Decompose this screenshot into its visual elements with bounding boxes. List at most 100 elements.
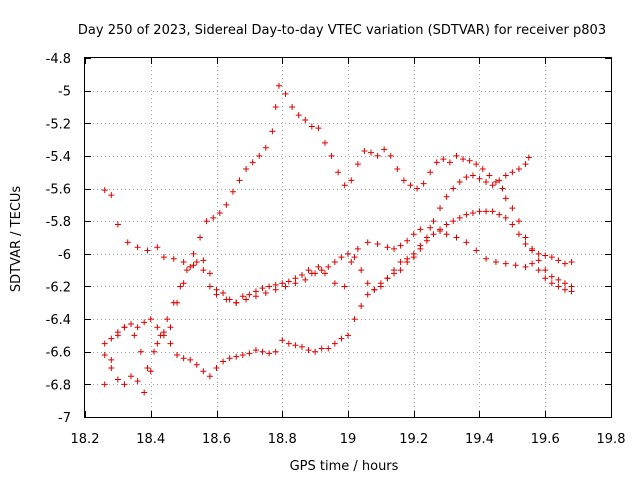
data-point [374, 241, 381, 248]
data-point [124, 239, 131, 246]
data-point [502, 214, 509, 221]
data-point [187, 263, 194, 270]
data-point [351, 254, 358, 261]
data-point [377, 283, 384, 290]
data-point [259, 348, 266, 355]
data-point [364, 239, 371, 246]
y-tick-label: -6.4 [46, 313, 71, 328]
data-point [216, 210, 223, 217]
data-point [335, 169, 342, 176]
data-point [489, 208, 496, 215]
data-point [384, 244, 391, 251]
data-point [535, 267, 542, 274]
data-point [114, 329, 121, 336]
data-point [489, 182, 496, 189]
data-point [243, 165, 250, 172]
data-point [387, 152, 394, 159]
data-point [213, 365, 220, 372]
x-tick-label: 18.6 [202, 432, 231, 447]
data-point [331, 340, 338, 347]
data-point [321, 270, 328, 277]
data-point [154, 244, 161, 251]
data-point [384, 275, 391, 282]
y-axis-label: SDTVAR / TECUs [9, 186, 24, 293]
data-point [420, 180, 427, 187]
y-tick-label: -5 [58, 85, 71, 100]
data-point [345, 250, 351, 257]
data-point [183, 267, 190, 274]
data-point [463, 239, 470, 246]
data-point [259, 285, 266, 292]
data-point [137, 348, 144, 355]
data-point [446, 159, 453, 166]
data-point [206, 283, 213, 290]
data-point [141, 319, 148, 326]
data-point [542, 275, 549, 282]
data-point [469, 210, 476, 217]
data-point [515, 165, 522, 172]
data-point [180, 355, 187, 362]
data-point [236, 177, 243, 184]
data-point [397, 242, 404, 249]
data-point [496, 177, 503, 184]
data-point [535, 257, 542, 264]
x-axis-tick-labels: 18.2 18.4 18.6 18.8 19 19.2 19.4 19.6 19.8 [71, 432, 626, 447]
data-point [147, 316, 154, 323]
data-point [509, 221, 516, 228]
data-point [229, 188, 236, 195]
data-point [151, 348, 158, 355]
data-point [266, 350, 273, 357]
series-track-4 [101, 154, 532, 347]
data-point [391, 245, 398, 252]
y-tick-label: -6.8 [46, 378, 71, 393]
data-point [312, 348, 319, 355]
data-point [509, 169, 516, 176]
data-point [302, 276, 309, 283]
data-point [555, 257, 562, 264]
data-point [423, 234, 430, 241]
data-point [476, 175, 483, 182]
data-point [315, 263, 322, 270]
data-point [206, 270, 213, 277]
data-point [190, 262, 197, 269]
data-point [358, 303, 365, 310]
data-point [272, 281, 279, 288]
data-point [561, 280, 568, 287]
data-point [220, 289, 227, 296]
data-point [128, 320, 135, 327]
data-point [348, 177, 355, 184]
data-point [476, 208, 483, 215]
data-point [450, 185, 457, 192]
data-point [114, 221, 121, 228]
data-point [203, 218, 210, 225]
data-point [529, 247, 536, 254]
data-point [364, 291, 371, 298]
y-tick-label: -4.8 [46, 52, 71, 67]
data-point [200, 257, 207, 264]
data-point [180, 258, 187, 265]
data-point [213, 286, 220, 293]
data-point [318, 267, 325, 274]
data-point [170, 255, 177, 262]
data-point [262, 144, 269, 151]
y-axis-tick-labels: -4.8 -5 -5.2 -5.4 -5.6 -5.8 -6 -6.2 -6.4 -6.6 -6.8… [46, 52, 71, 426]
x-tick-label: 19.4 [465, 432, 494, 447]
data-point [515, 218, 522, 225]
data-point [266, 283, 273, 290]
data-point [292, 275, 299, 282]
data-point [285, 278, 292, 285]
data-point [460, 156, 467, 163]
data-point [463, 211, 470, 218]
data-point [206, 373, 213, 380]
data-point [289, 103, 296, 110]
data-point [525, 154, 532, 161]
data-point [252, 288, 259, 295]
data-point [548, 254, 555, 261]
data-point [354, 161, 361, 168]
data-point [450, 218, 457, 225]
data-point [456, 214, 463, 221]
data-point [141, 389, 148, 396]
data-point [167, 340, 174, 347]
data-point [331, 280, 338, 287]
data-point [361, 148, 368, 155]
